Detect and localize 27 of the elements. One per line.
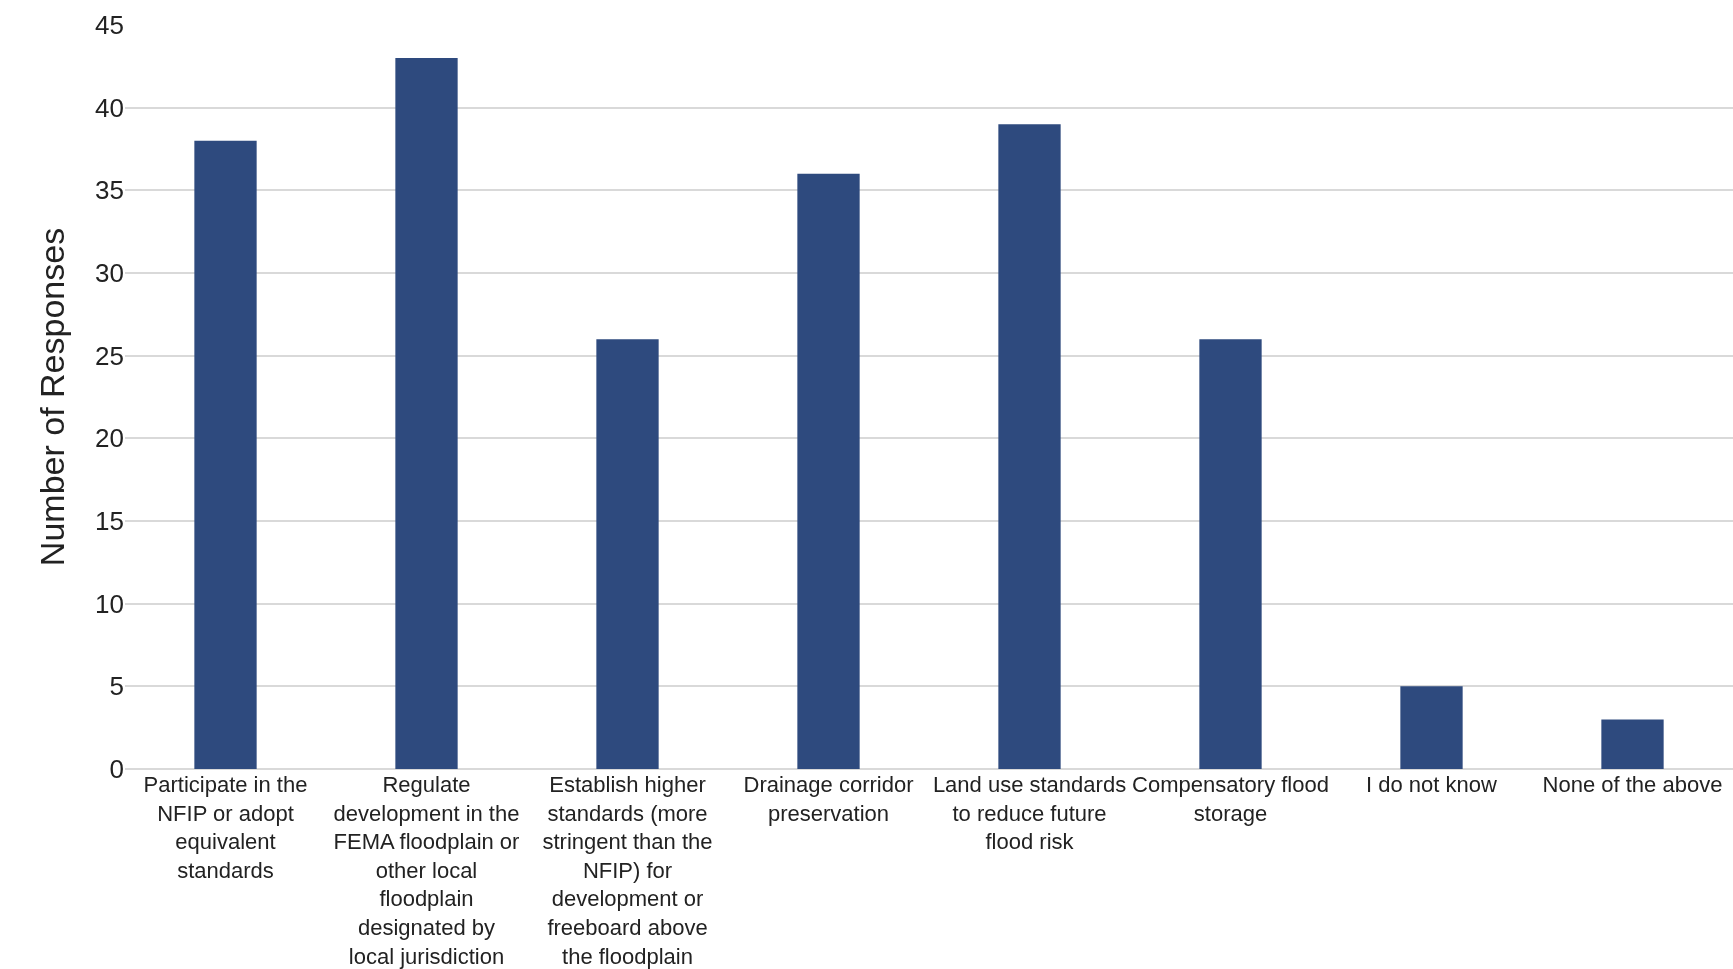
y-tick-label: 0 [109, 754, 124, 785]
y-tick-label: 15 [95, 506, 124, 537]
y-tick-label: 10 [95, 588, 124, 619]
y-tick-label: 35 [95, 175, 124, 206]
y-tick-label: 30 [95, 258, 124, 289]
y-tick-label: 5 [109, 671, 124, 702]
x-tick-label: Land use standards to reduce future flood risk [932, 772, 1127, 855]
bar [1601, 719, 1664, 769]
bar [797, 173, 860, 769]
x-tick-label: I do not know [1366, 772, 1498, 797]
x-tick-label: Drainage corridor preservation [743, 772, 914, 826]
y-tick-label: 20 [95, 423, 124, 454]
x-tick-label: Participate in the NFIP or adopt equivalent standards [143, 772, 308, 883]
bar [596, 339, 659, 769]
y-tick-label: 25 [95, 340, 124, 371]
y-axis-title: Number of Responses [32, 227, 71, 567]
x-tick-label: Establish higher standards (more stringent than the NFIP) for development or freeboard above the floodplain [542, 772, 713, 969]
bar [194, 140, 257, 769]
bar [998, 124, 1061, 769]
bar [1199, 339, 1262, 769]
bar [1400, 686, 1463, 769]
bar [395, 58, 458, 769]
x-tick-label: None of the above [1542, 772, 1723, 797]
x-tick-label: Compensatory flood storage [1132, 772, 1329, 826]
y-tick-label: 40 [95, 92, 124, 123]
x-tick-label: Regulate development in the FEMA floodplain or other local floodplain designated by local jurisdiction [333, 772, 520, 969]
y-tick-label: 45 [95, 10, 124, 41]
